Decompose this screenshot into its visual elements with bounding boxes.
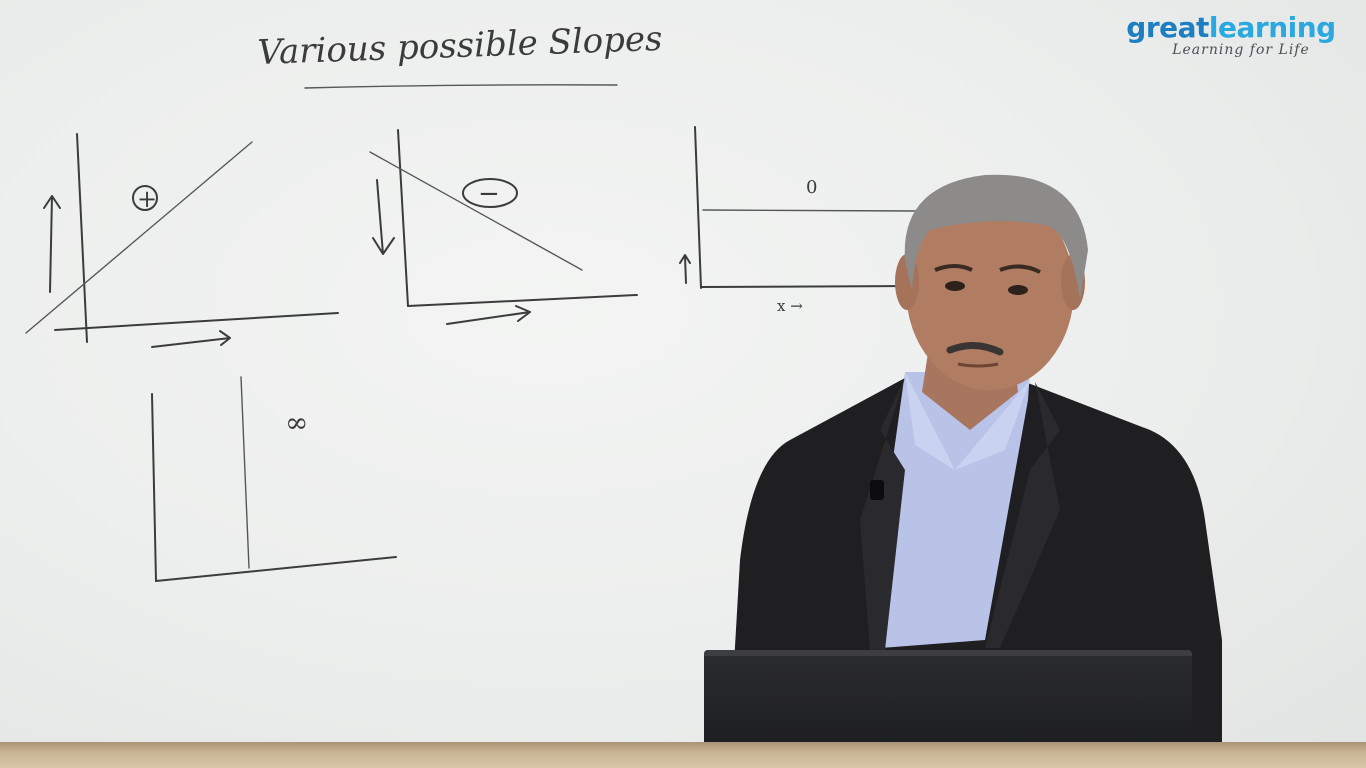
- graph-positive-slope: +: [25, 133, 339, 348]
- slope-line-positive: [25, 141, 253, 334]
- shirt-collar-right: [955, 380, 1030, 470]
- x-axis: [407, 294, 638, 307]
- label-negative: −: [478, 179, 500, 209]
- eyebrows: [934, 264, 1041, 274]
- down-arrow: [372, 179, 395, 255]
- logo-wordmark: greatlearning: [1118, 12, 1344, 44]
- label-zero: 0: [806, 177, 817, 198]
- hair: [904, 174, 1088, 300]
- slope-line-negative: [369, 151, 583, 271]
- graph-infinite-slope: ∞: [151, 376, 397, 582]
- vertical-line: [240, 376, 250, 569]
- graph-negative-slope: −: [369, 129, 638, 325]
- eye-left: [945, 281, 965, 291]
- up-arrow: [43, 195, 61, 293]
- right-arrow: [446, 305, 531, 325]
- mouth: [957, 362, 999, 368]
- laptop-edge: [704, 650, 1192, 656]
- graph-zero-slope: 0 x →: [679, 126, 916, 315]
- face: [906, 190, 1074, 390]
- y-axis: [76, 133, 88, 343]
- up-arrow: [679, 254, 691, 284]
- whiteboard-tray: [0, 742, 1366, 768]
- x-axis: [54, 312, 339, 331]
- great-learning-logo: greatlearning Learning for Life: [1118, 12, 1344, 60]
- axis-label-x: x →: [777, 297, 803, 315]
- lapel-right: [985, 382, 1060, 648]
- label-positive: +: [137, 185, 157, 213]
- lapel-microphone: [870, 480, 884, 500]
- right-arrow: [151, 330, 231, 348]
- logo-word-great: great: [1126, 11, 1209, 44]
- label-infinity: ∞: [285, 406, 308, 439]
- title-underline: [304, 84, 618, 89]
- logo-tagline: Learning for Life: [1172, 42, 1310, 58]
- y-axis: [151, 393, 157, 582]
- y-axis: [397, 129, 409, 307]
- shirt-collar-left: [905, 372, 955, 470]
- logo-word-learning: learning: [1208, 11, 1336, 44]
- x-axis: [700, 285, 911, 288]
- eye-right: [1008, 285, 1028, 295]
- mustache: [946, 342, 1004, 356]
- y-axis: [694, 126, 702, 289]
- x-axis: [155, 556, 397, 582]
- horizontal-line: [702, 209, 916, 212]
- lapel-left: [860, 378, 905, 650]
